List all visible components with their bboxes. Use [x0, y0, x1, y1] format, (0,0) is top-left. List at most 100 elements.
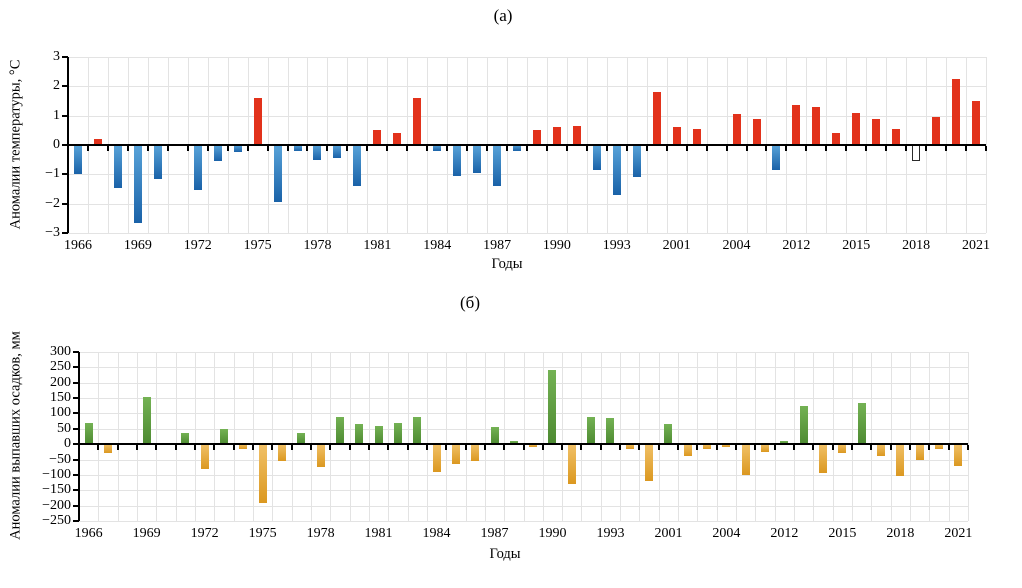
bar-1976: [273, 145, 282, 203]
x-axis-tick: [251, 445, 254, 451]
bar-1972: [193, 145, 202, 191]
x-axis-tick: [406, 146, 409, 151]
x-axis-tick: [286, 146, 289, 151]
x-axis-tick: [831, 445, 834, 451]
x-axis-tick-label: 1987: [480, 526, 509, 541]
bar-idx34: [752, 118, 761, 145]
y-axis-tick: [62, 56, 68, 58]
y-axis-tick-label: −3: [45, 225, 60, 240]
chart-b-x-axis-title: Годы: [489, 546, 521, 562]
x-axis-tick: [715, 445, 718, 451]
bar-2017: [892, 128, 901, 145]
gridline-vertical: [175, 352, 177, 521]
gridline-vertical: [852, 352, 854, 521]
bar-2021: [972, 101, 981, 145]
bar-1992: [592, 145, 601, 170]
x-axis-tick: [526, 146, 528, 151]
chart-b-title: (б): [460, 293, 480, 312]
bar-2001: [664, 424, 673, 445]
x-axis-tick-label: 1987: [483, 238, 512, 253]
y-axis-tick-label: 1: [53, 107, 60, 123]
x-axis-tick: [725, 146, 728, 151]
gridline-horizontal: [79, 398, 968, 400]
y-axis-tick: [62, 173, 68, 176]
gridline-vertical: [349, 352, 351, 521]
gridline-vertical: [832, 352, 834, 521]
x-axis-tick-label: 1993: [596, 526, 625, 541]
gridline-horizontal: [79, 474, 968, 476]
y-axis-tick: [73, 351, 79, 353]
gridline-vertical: [98, 352, 100, 521]
gridline-vertical: [813, 352, 815, 521]
bar-1987: [493, 145, 502, 187]
gridline-vertical: [446, 352, 448, 521]
y-axis-tick: [62, 114, 68, 117]
x-axis-tick: [226, 146, 229, 151]
bar-1986: [473, 145, 482, 173]
bar-2014: [832, 133, 841, 145]
bar-idx28: [632, 145, 641, 178]
bar-1991: [567, 444, 576, 485]
gridline-vertical: [272, 352, 274, 521]
bar-1973: [213, 145, 222, 162]
x-axis-tick: [166, 146, 169, 151]
y-axis-tick-label: 200: [50, 374, 71, 390]
bar-2013: [799, 405, 808, 445]
y-axis-tick: [73, 489, 79, 492]
x-axis-tick: [585, 146, 588, 151]
x-axis-tick: [266, 146, 269, 151]
chart-a-title: (а): [493, 6, 513, 25]
y-axis-tick-label: 0: [64, 436, 71, 452]
bar-2012: [792, 105, 801, 145]
x-axis-tick: [754, 445, 757, 451]
x-axis-tick: [605, 146, 608, 151]
bar-2017: [877, 444, 886, 457]
x-axis-tick: [685, 146, 688, 151]
y-axis-tick-label: 300: [50, 344, 71, 359]
y-axis-tick: [73, 412, 79, 415]
x-axis-tick-label: 2012: [782, 238, 811, 253]
bar-2013: [812, 106, 821, 145]
gridline-vertical: [929, 352, 931, 521]
gridline-horizontal: [79, 490, 968, 492]
x-axis-tick: [346, 146, 349, 151]
bar-1976: [277, 444, 286, 462]
x-axis-tick-label: 2012: [770, 526, 799, 541]
gridline-vertical: [716, 352, 718, 521]
bar-1986: [471, 444, 480, 462]
bar-1979: [335, 416, 344, 445]
y-axis-tick-label: 3: [53, 49, 60, 64]
bar-2021: [954, 444, 963, 466]
y-axis-tick-label: 100: [50, 405, 71, 421]
x-axis-tick: [116, 445, 119, 451]
bar-1973: [219, 428, 228, 445]
gridline-vertical: [504, 352, 506, 521]
x-axis-tick-label: 2021: [944, 526, 973, 541]
gridline-horizontal: [79, 367, 968, 369]
bar-2016: [857, 402, 866, 445]
y-axis-tick: [73, 504, 79, 507]
x-axis-tick: [905, 146, 908, 151]
x-axis-tick-label: 1975: [243, 238, 272, 253]
bar-2003: [703, 444, 712, 449]
bar-2012: [780, 441, 789, 445]
bar-2015: [852, 112, 861, 145]
x-axis-tick-label: 2018: [902, 238, 931, 253]
bar-1975: [253, 98, 262, 145]
x-axis-tick: [889, 445, 892, 451]
y-axis-tick-label: −50: [49, 451, 71, 467]
y-axis-tick: [62, 202, 68, 205]
gridline-horizontal: [68, 233, 986, 234]
bar-idx35: [772, 145, 781, 170]
bar-1966: [73, 145, 82, 175]
y-axis-tick-label: −250: [42, 513, 71, 528]
y-axis-tick-label: 50: [57, 420, 71, 436]
x-axis-tick: [386, 146, 389, 151]
y-axis-tick: [73, 366, 79, 369]
gridline-vertical: [136, 352, 138, 521]
x-axis-tick: [619, 445, 622, 451]
gridline-horizontal: [79, 352, 968, 353]
x-axis-tick: [367, 445, 370, 451]
x-axis-tick-label: 1978: [303, 238, 332, 253]
bar-2002: [692, 128, 701, 145]
